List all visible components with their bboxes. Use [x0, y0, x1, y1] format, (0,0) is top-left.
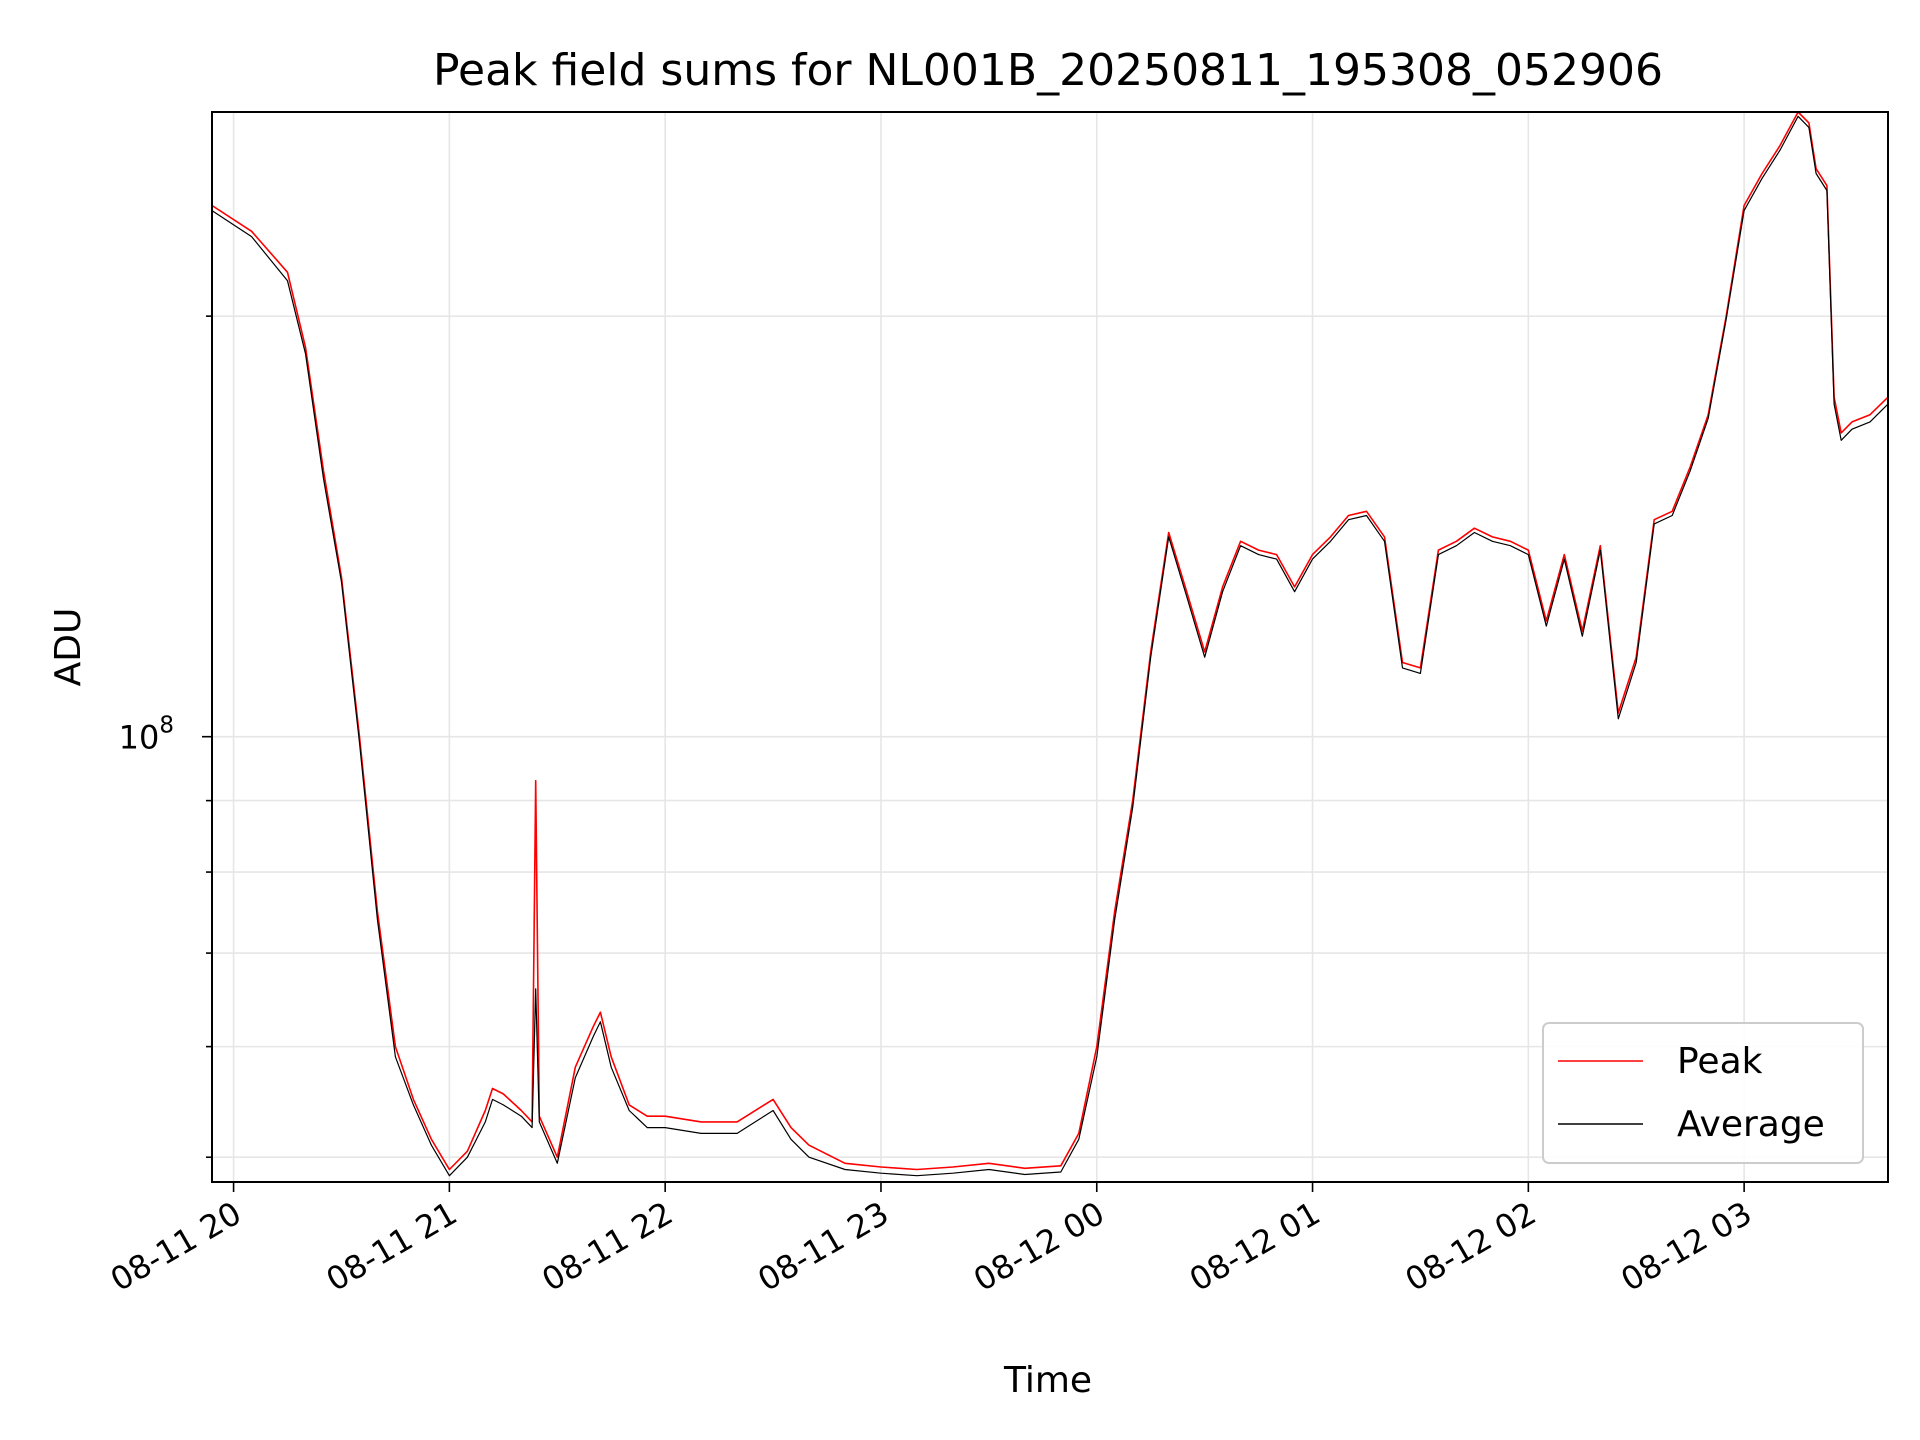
- plot-frame: [211, 111, 1889, 1183]
- series-lines: [211, 111, 1889, 1177]
- grid: [212, 112, 1888, 1182]
- x-tick-label: 08-11 22: [536, 1194, 680, 1299]
- chart-title: Peak field sums for NL001B_20250811_1953…: [433, 45, 1663, 96]
- legend: Peak Average: [1542, 1022, 1864, 1164]
- y-axis-label: ADU: [48, 608, 89, 687]
- x-axis-label: Time: [1003, 1360, 1092, 1401]
- x-tick-label: 08-12 00: [967, 1194, 1111, 1299]
- x-tick-label: 08-11 23: [751, 1194, 895, 1299]
- legend-label-average: Average: [1677, 1104, 1825, 1145]
- series-line-average: [211, 115, 1889, 1177]
- y-tick-label: 108: [119, 713, 174, 757]
- x-tick-label: 08-12 01: [1183, 1194, 1327, 1299]
- x-tick-label: 08-12 03: [1615, 1194, 1759, 1299]
- x-tick-label: 08-11 21: [320, 1194, 464, 1299]
- y-tick-label-exponent: 8: [159, 713, 174, 739]
- series-line-peak: [211, 111, 1889, 1171]
- axis-ticks: 08-11 20 08-11 21 08-11 22 08-11 23 08-12 00…: [104, 315, 1759, 1299]
- legend-label-peak: Peak: [1677, 1041, 1763, 1082]
- x-tick-label: 08-12 02: [1399, 1194, 1543, 1299]
- legend-box: [1542, 1022, 1864, 1164]
- x-tick-label: 08-11 20: [104, 1194, 248, 1299]
